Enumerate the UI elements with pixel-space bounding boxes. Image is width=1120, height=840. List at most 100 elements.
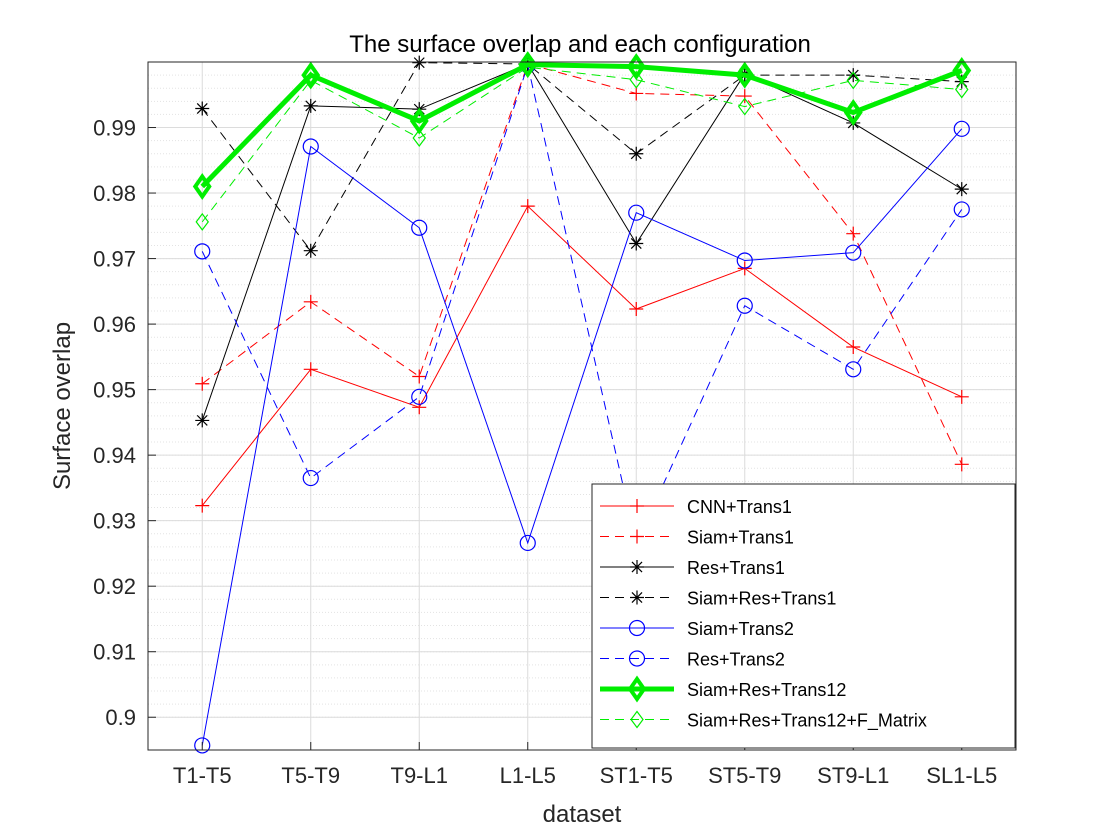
marker-circle — [628, 204, 645, 221]
marker-circle — [302, 469, 319, 487]
y-axis-label: Surface overlap — [49, 322, 76, 490]
series-line — [201, 63, 963, 546]
marker-star — [303, 98, 318, 113]
legend-entry: CNN+Trans1 — [600, 497, 792, 517]
legend-entry: Siam+Res+Trans12+F_Matrix — [600, 710, 927, 732]
marker-diamond — [630, 710, 644, 729]
marker-star — [303, 243, 318, 258]
legend-entry: Siam+Trans1 — [600, 528, 794, 548]
y-tick-label: 0.96 — [93, 312, 136, 337]
marker-plus — [520, 199, 535, 214]
legend-label: Siam+Trans1 — [687, 528, 794, 548]
marker-diamond — [843, 98, 863, 126]
series-line — [201, 205, 962, 506]
marker-star — [630, 590, 644, 605]
marker-star — [954, 182, 969, 197]
marker-plus — [412, 369, 427, 384]
series-line — [201, 128, 963, 746]
marker-plus — [846, 340, 861, 355]
marker-circle — [519, 534, 536, 552]
marker-plus — [630, 529, 644, 544]
marker-diamond — [195, 212, 209, 231]
x-tick-label: SL1-L5 — [926, 763, 997, 788]
marker-circle — [953, 120, 970, 137]
x-tick-label: ST9-L1 — [817, 763, 889, 788]
x-tick-label: T1-T5 — [173, 763, 232, 788]
marker-circle — [194, 243, 211, 260]
marker-plus — [954, 389, 969, 404]
marker-diamond — [304, 71, 318, 90]
legend-label: Siam+Res+Trans12 — [687, 680, 846, 700]
marker-diamond — [846, 71, 860, 90]
marker-diamond — [301, 61, 321, 89]
y-tick-label: 0.94 — [93, 443, 136, 468]
y-tick-label: 0.95 — [93, 378, 136, 403]
y-tick-label: 0.91 — [93, 640, 136, 665]
marker-diamond — [737, 97, 752, 116]
marker-diamond — [735, 61, 755, 89]
axes-box — [147, 61, 1017, 751]
legend-label: Siam+Trans2 — [687, 619, 794, 639]
series-1 — [195, 199, 969, 513]
marker-plus — [195, 376, 210, 391]
series-line — [201, 62, 962, 252]
marker-diamond — [952, 57, 972, 85]
y-tick-label: 0.99 — [93, 116, 136, 141]
marker-star — [412, 55, 427, 70]
marker-circle — [953, 201, 970, 218]
legend-entry: Siam+Res+Trans12 — [600, 675, 846, 703]
x-tick-label: T9-L1 — [391, 763, 448, 788]
series-line — [201, 63, 963, 421]
marker-circle — [194, 737, 211, 754]
legend-entry: Siam+Res+Trans1 — [600, 589, 836, 609]
marker-diamond — [955, 80, 969, 99]
marker-circle — [845, 361, 862, 378]
marker-plus — [846, 226, 861, 241]
legend-label: CNN+Trans1 — [687, 497, 792, 517]
marker-star — [195, 101, 210, 116]
y-tick-label: 0.98 — [93, 181, 136, 206]
y-tick-label: 0.92 — [93, 574, 136, 599]
marker-plus — [737, 89, 752, 104]
marker-star — [630, 560, 644, 574]
y-tick-label: 0.97 — [93, 247, 136, 272]
series-2 — [195, 56, 969, 472]
marker-plus — [629, 86, 644, 101]
series-line — [201, 63, 963, 465]
marker-diamond — [626, 53, 646, 81]
marker-star — [629, 236, 644, 251]
series-line — [201, 66, 962, 223]
series-layer — [192, 51, 972, 754]
y-tick-label: 0.93 — [93, 509, 136, 534]
marker-plus — [954, 457, 969, 472]
marker-plus — [303, 362, 318, 377]
marker-circle — [736, 297, 753, 314]
x-tick-label: T5-T9 — [281, 763, 340, 788]
legend-label: Siam+Res+Trans1 — [687, 589, 836, 609]
x-tick-label: L1-L5 — [500, 763, 556, 788]
marker-plus — [195, 498, 210, 513]
legend-entry: Res+Trans2 — [600, 650, 785, 670]
marker-star — [846, 68, 861, 83]
marker-circle — [845, 244, 862, 261]
marker-plus — [630, 499, 644, 513]
marker-circle — [411, 388, 428, 405]
marker-plus — [303, 294, 318, 309]
x-tick-label: ST5-T9 — [708, 763, 781, 788]
marker-circle — [736, 252, 753, 269]
marker-star — [195, 413, 210, 428]
legend: CNN+Trans1 Siam+Trans1 Res+Trans1 Siam+Res+… — [591, 483, 1016, 749]
y-tick-label: 0.9 — [105, 705, 136, 730]
series-5 — [194, 120, 970, 754]
legend-label: Res+Trans2 — [687, 650, 785, 670]
ticks: 0.9 0.91 0.92 0.93 0.94 0.95 0.96 0.97 0.98 0.99 T… — [93, 116, 997, 788]
legend-label: Siam+Res+Trans12+F_Matrix — [687, 711, 927, 732]
legend-box — [591, 483, 1016, 749]
marker-diamond — [521, 58, 535, 77]
marker-diamond — [627, 675, 647, 703]
marker-plus — [629, 302, 644, 317]
chart-title: The surface overlap and each configurati… — [349, 31, 811, 58]
series-line — [200, 62, 963, 189]
marker-circle — [628, 650, 646, 667]
